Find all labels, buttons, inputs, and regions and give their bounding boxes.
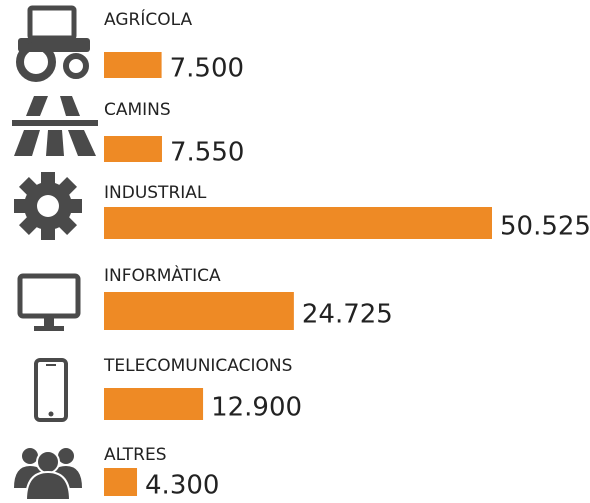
value-label: 4.300 — [145, 471, 219, 501]
icon-people — [14, 448, 82, 501]
icon-gear — [14, 172, 82, 240]
icon-monitor — [17, 273, 81, 331]
category-label: INFORMÀTICA — [104, 264, 221, 286]
category-label: CAMINS — [104, 100, 171, 120]
icon-tractor — [16, 5, 90, 82]
bar — [104, 292, 294, 330]
value-label: 24.725 — [302, 300, 393, 330]
bar — [104, 388, 204, 420]
category-label: AGRÍCOLA — [104, 8, 192, 30]
bar — [104, 468, 138, 496]
value-label: 7.500 — [170, 54, 244, 84]
icon-road — [12, 96, 98, 156]
category-label: INDUSTRIAL — [104, 183, 207, 203]
icon-phone — [34, 358, 68, 422]
bar — [104, 52, 162, 78]
bar — [104, 136, 162, 162]
category-label: TELECOMUNICACIONS — [103, 356, 292, 376]
category-label: ALTRES — [104, 445, 167, 465]
value-label: 50.525 — [500, 212, 590, 242]
value-label: 7.550 — [170, 138, 244, 168]
bar — [104, 207, 492, 239]
value-label: 12.900 — [211, 393, 302, 423]
